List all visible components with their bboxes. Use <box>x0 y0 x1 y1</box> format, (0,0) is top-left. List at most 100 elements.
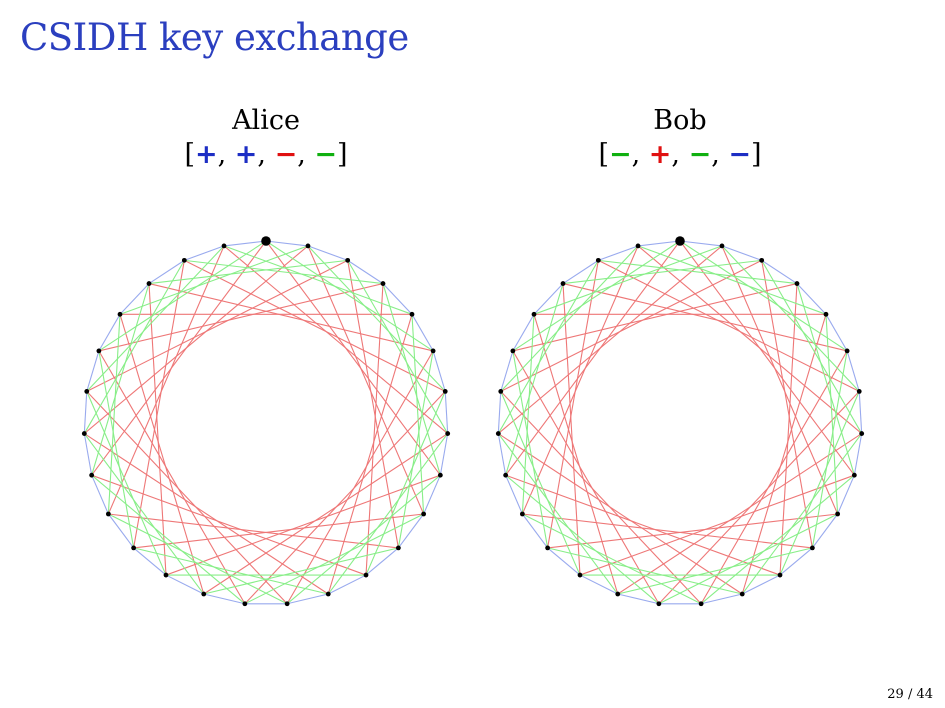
bob-edge-step8 <box>598 259 860 392</box>
alice-edge-step8 <box>119 314 205 595</box>
bob-edge-step1 <box>811 513 839 549</box>
bob-edge-step8 <box>700 350 848 605</box>
bob-edge-step1 <box>533 283 564 315</box>
bob-edge-step5 <box>500 391 581 576</box>
alice-graph-node <box>81 431 87 436</box>
bob-edge-step5 <box>521 314 535 515</box>
alice-edge-step1 <box>91 474 109 515</box>
bob-edge-step5 <box>533 245 723 315</box>
alice-edge-step1 <box>223 240 267 247</box>
alice-graph-node <box>395 545 401 551</box>
alice-edge-step8 <box>265 240 441 476</box>
alice-edge-step1 <box>411 314 434 352</box>
alice-edge-step8 <box>286 350 434 605</box>
bob-edge-step1 <box>837 474 855 515</box>
alice-graph-node <box>284 601 290 607</box>
alice-edge-step8 <box>83 245 309 435</box>
bob-edge-step5 <box>700 474 855 605</box>
alice-graph-node <box>242 601 248 607</box>
bob-graph-node <box>635 243 641 249</box>
alice-edge-step1 <box>307 245 348 261</box>
bob-edge-step8 <box>679 240 855 476</box>
bob-graph-node <box>719 243 725 249</box>
alice-edge-step8 <box>91 474 367 576</box>
bob-edge-step5 <box>637 245 827 315</box>
alice-edge-step8 <box>108 513 399 549</box>
alice-key-sign-4: − <box>314 139 337 170</box>
alice-key-sign-3: − <box>274 139 298 170</box>
bob-edge-step1 <box>679 240 723 247</box>
alice-edge-step8 <box>203 433 448 595</box>
alice-edge-step8 <box>98 283 384 352</box>
alice-edge-step5 <box>347 260 449 434</box>
bob-edge-step8 <box>547 260 599 548</box>
bob-edge-step8 <box>562 283 581 576</box>
bob-edge-step1 <box>598 245 639 261</box>
alice-key-sign-1: + <box>194 139 218 170</box>
alice-key: [+, +, −, −] <box>184 139 348 170</box>
bob-graph-node <box>835 511 841 517</box>
alice-graph-node <box>437 472 443 478</box>
bob-edge-step5 <box>505 283 564 476</box>
alice-name: Alice <box>232 105 300 136</box>
bob-edge-step5 <box>497 260 599 434</box>
alice-edge-step1 <box>107 513 135 549</box>
alice-edge-step5 <box>382 283 441 476</box>
alice-edge-step5 <box>244 513 424 605</box>
alice-graph-node <box>163 572 169 578</box>
alice-edge-step5 <box>86 245 225 392</box>
bob-edge-step8 <box>658 391 860 605</box>
alice-edge-step5 <box>397 350 434 548</box>
alice-edge-step8 <box>86 391 288 605</box>
alice-edge-step1 <box>444 391 449 434</box>
bob-key-sign-4: − <box>728 139 751 170</box>
alice-graph-node <box>442 389 448 394</box>
bob-graph-node <box>545 545 551 551</box>
bob-graph-node <box>656 601 662 607</box>
alice-edge-step1 <box>86 350 100 392</box>
alice-edge-step8 <box>347 260 399 548</box>
alice-edge-step5 <box>119 245 309 315</box>
alice-start-node <box>261 236 271 246</box>
bob-edge-step5 <box>497 433 619 595</box>
bob-edge-step8 <box>512 283 798 352</box>
bob-graph-node <box>759 257 765 263</box>
alice-edge-step8 <box>148 283 434 352</box>
alice-edge-step1 <box>203 593 245 605</box>
bob-graph-node <box>851 472 857 478</box>
bob-edge-step1 <box>721 245 762 261</box>
bob-graph-node <box>844 348 850 354</box>
alice-edge-step5 <box>83 433 205 595</box>
alice-edge-step8 <box>365 283 384 576</box>
alice-edge-step8 <box>223 245 449 435</box>
bob-edge-step1 <box>853 433 863 476</box>
bob-edge-step1 <box>497 433 507 476</box>
alice-graph-node <box>117 311 123 317</box>
alice-graph-node <box>430 348 436 354</box>
bob-edge-step8 <box>721 245 839 515</box>
bob-edge-step5 <box>598 259 798 285</box>
alice-graph-node <box>305 243 311 249</box>
alice-graph-node <box>96 348 102 354</box>
bob-edge-step8 <box>579 474 855 576</box>
alice-edge-step8 <box>98 350 246 605</box>
bob-edge-step1 <box>637 240 681 247</box>
bob-graph-node <box>531 311 537 317</box>
bob-edge-step8 <box>500 391 702 605</box>
alice-edge-step5 <box>307 245 446 392</box>
alice-edge-step5 <box>98 240 267 352</box>
alice-edge-step5 <box>365 391 446 576</box>
alice-edge-step5 <box>327 433 449 595</box>
bob-graph-node <box>503 472 509 478</box>
bob-edge-step8 <box>617 433 862 595</box>
bob-isogeny-graph <box>495 236 865 607</box>
bob-edge-step5 <box>512 240 681 352</box>
alice-edge-step1 <box>328 574 367 595</box>
bob-edge-step8 <box>761 260 813 548</box>
alice-graph-node <box>181 257 187 263</box>
bob-edge-step1 <box>500 350 514 392</box>
alice-edge-step1 <box>365 547 399 576</box>
slide-title: CSIDH key exchange <box>20 16 409 59</box>
bob-graph-node <box>823 311 829 317</box>
bob-edge-step5 <box>796 283 855 476</box>
